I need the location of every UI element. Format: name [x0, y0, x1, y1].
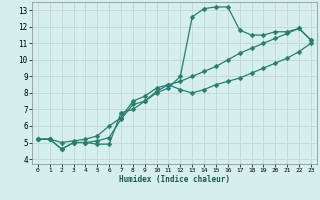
X-axis label: Humidex (Indice chaleur): Humidex (Indice chaleur) [119, 175, 230, 184]
